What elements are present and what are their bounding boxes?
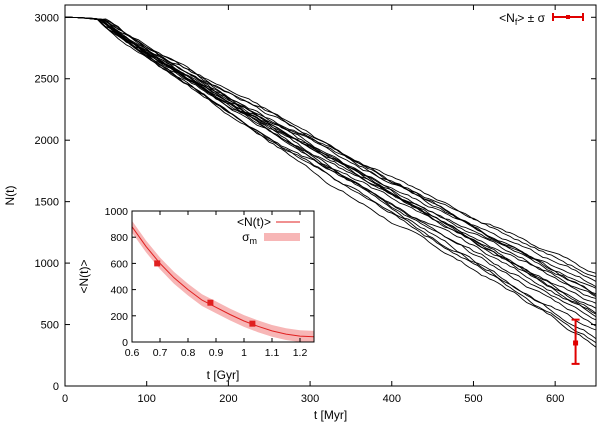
legend-errorbar-marker	[566, 15, 570, 19]
main-plot-frame	[64, 4, 597, 387]
main-y-tick-label: 1500	[35, 197, 59, 209]
main-x-tick-label: 400	[383, 393, 401, 405]
main-y-axis-label: N(t)	[3, 186, 17, 206]
main-x-tick-label: 200	[219, 393, 237, 405]
errorbar-mean-marker	[573, 340, 579, 346]
inset-x-tick-label: 0.7	[153, 347, 168, 359]
inset-markers	[154, 260, 256, 327]
main-runs	[65, 16, 597, 348]
inset-y-tick-label: 200	[110, 311, 128, 323]
run-curve	[65, 16, 597, 295]
inset-legend-mean-label: <N(t)>	[237, 215, 271, 229]
main-y-tick-label: 2000	[35, 135, 59, 147]
inset-y-axis: 0 200 400 600 800 1000	[105, 206, 314, 349]
inset-marker	[249, 320, 256, 327]
inset-sigma-band	[132, 220, 314, 342]
inset-legend: <N(t)> σm	[237, 215, 300, 246]
run-curve	[65, 16, 597, 274]
main-x-tick-label: 300	[301, 393, 319, 405]
main-x-axis: 0 100 200 300 400 500 600	[62, 5, 564, 405]
inset-legend-band-subscript: m	[250, 236, 258, 246]
errorbar	[571, 318, 580, 365]
inset-marker	[154, 260, 161, 267]
inset-legend-band-label: σm	[242, 230, 257, 246]
run-curve	[65, 16, 597, 282]
inset-x-tick-label: 0.9	[209, 347, 224, 359]
main-x-tick-label: 600	[546, 393, 564, 405]
inset-x-axis: 0.6 0.7 0.8 0.9 1 1.1 1.2	[125, 211, 308, 359]
main-x-axis-label: t [Myr]	[314, 408, 347, 422]
run-curve	[65, 16, 597, 289]
inset-y-tick-label: 1000	[105, 206, 129, 218]
inset-legend-band-symbol: σ	[242, 230, 250, 244]
inset-y-tick-label: 0	[122, 337, 128, 349]
legend-label-subscript: f	[515, 17, 518, 27]
inset-plot: 0.6 0.7 0.8 0.9 1 1.1 1.2 0 200 400 600 800 1000 t …	[77, 206, 315, 382]
inset-x-tick-label: 0.8	[181, 347, 196, 359]
main-x-tick-label: 500	[464, 393, 482, 405]
main-y-tick-label: 0	[53, 381, 59, 393]
main-y-tick-label: 1000	[35, 258, 59, 270]
inset-x-tick-label: 0.6	[125, 347, 140, 359]
run-curve	[65, 16, 597, 321]
main-plot: 0 100 200 300 400 500 600 05001000150020002500…	[3, 4, 597, 422]
main-y-tick-label: 2500	[35, 74, 59, 86]
inset-marker	[207, 299, 214, 306]
inset-x-tick-label: 1.1	[265, 347, 280, 359]
inset-x-tick-label: 1	[241, 347, 247, 359]
inset-y-tick-label: 600	[110, 258, 128, 270]
inset-background	[132, 211, 314, 342]
inset-legend-band-swatch	[264, 233, 300, 241]
main-y-tick-label: 500	[41, 320, 59, 332]
main-legend: <Nf> ± σ	[499, 11, 584, 27]
inset-y-tick-label: 800	[110, 232, 128, 244]
inset-frame	[131, 210, 315, 343]
inset-y-tick-label: 400	[110, 285, 128, 297]
legend-label-prefix: <N	[499, 11, 515, 25]
inset-y-axis-label: <N(t)>	[77, 259, 91, 293]
legend-label-suffix: > ± σ	[517, 11, 545, 25]
inset-mean-curve	[131, 226, 315, 338]
main-y-tick-label: 3000	[35, 12, 59, 24]
main-x-tick-label: 0	[62, 393, 68, 405]
run-curve	[65, 16, 597, 278]
main-legend-label: <Nf> ± σ	[499, 11, 545, 27]
inset-x-axis-label: t [Gyr]	[207, 368, 240, 382]
main-x-tick-label: 100	[138, 393, 156, 405]
inset-x-tick-label: 1.2	[293, 347, 308, 359]
